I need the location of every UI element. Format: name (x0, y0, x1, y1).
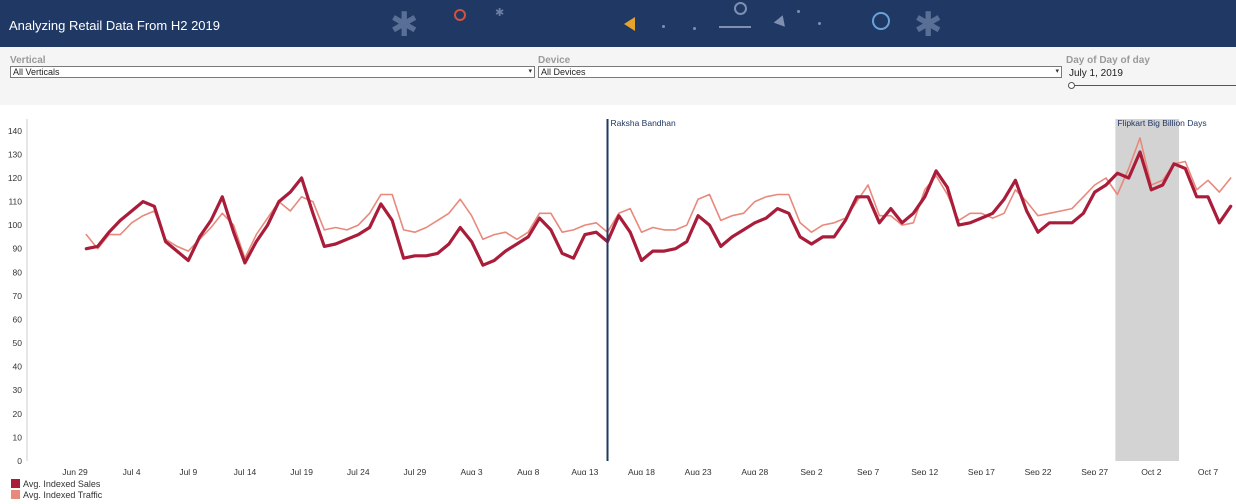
day-slider-track[interactable] (1071, 85, 1236, 86)
x-tick-label: Jul 14 (234, 467, 257, 475)
y-tick-label: 120 (8, 173, 22, 183)
y-tick-label: 10 (13, 432, 23, 442)
y-tick-label: 140 (8, 126, 22, 136)
vertical-dropdown-value: All Verticals (13, 67, 60, 77)
dot-icon (818, 22, 821, 25)
y-tick-label: 0 (17, 456, 22, 466)
vertical-dropdown[interactable]: All Verticals ▾ (10, 66, 535, 78)
legend-label-traffic: Avg. Indexed Traffic (23, 490, 103, 500)
x-tick-label: Sep 17 (968, 467, 995, 475)
device-dropdown[interactable]: All Devices ▾ (538, 66, 1062, 78)
sales-series-line (84, 150, 1233, 267)
x-tick-label: Aug 23 (685, 467, 712, 475)
line-chart: Flipkart Big Billion Days 0 10 20 30 40 50 60 70… (8, 118, 1233, 475)
day-filter-value: July 1, 2019 (1069, 68, 1123, 79)
day-slider-handle[interactable] (1068, 82, 1075, 89)
y-tick-label: 70 (13, 291, 23, 301)
filter-bar: Vertical All Verticals ▾ Device All Devi… (0, 47, 1236, 105)
dot-icon (797, 10, 800, 13)
x-tick-label: Jul 19 (290, 467, 313, 475)
legend-swatch-sales (11, 479, 20, 488)
small-asterisk-icon: ✱ (495, 6, 505, 19)
legend-swatch-traffic (11, 490, 20, 499)
dot-icon (693, 27, 696, 30)
x-tick-label: Jul 9 (179, 467, 197, 475)
x-tick-label: Aug 28 (741, 467, 768, 475)
x-tick-label: Jun 29 (62, 467, 88, 475)
x-tick-label: Oct 2 (1141, 467, 1162, 475)
dashboard-header: Analyzing Retail Data From H2 2019 ✱ ✱ ✱ (0, 0, 1236, 47)
y-tick-label: 60 (13, 314, 23, 324)
x-tick-label: Sep 2 (800, 467, 822, 475)
x-tick-label: Sep 22 (1025, 467, 1052, 475)
y-tick-label: 130 (8, 149, 22, 159)
dashboard-title: Analyzing Retail Data From H2 2019 (9, 18, 220, 33)
x-tick-label: Sep 27 (1081, 467, 1108, 475)
x-tick-label: Aug 3 (460, 467, 482, 475)
ring-icon (454, 9, 466, 21)
y-tick-label: 30 (13, 385, 23, 395)
y-tick-label: 110 (8, 197, 22, 207)
y-tick-label: 40 (13, 362, 23, 372)
x-tick-label: Aug 13 (571, 467, 598, 475)
legend-item-traffic: Avg. Indexed Traffic (11, 490, 102, 500)
dropdown-caret-icon: ▾ (1055, 68, 1059, 75)
asterisk-icon: ✱ (914, 5, 943, 45)
dot-icon (662, 25, 665, 28)
x-tick-label: Aug 18 (628, 467, 655, 475)
x-tick-label: Jul 29 (404, 467, 427, 475)
circle-outline-icon (734, 2, 747, 15)
circle-outline-icon (872, 12, 890, 30)
x-tick-label: Sep 7 (857, 467, 879, 475)
triangle-icon (624, 17, 635, 31)
device-dropdown-value: All Devices (541, 67, 586, 77)
asterisk-icon: ✱ (390, 5, 419, 45)
vertical-filter-label: Vertical (10, 55, 46, 66)
y-tick-label: 90 (13, 244, 23, 254)
x-tick-label: Oct 7 (1198, 467, 1219, 475)
legend-item-sales: Avg. Indexed Sales (11, 479, 100, 489)
event-label-0: Raksha Bandhan (611, 118, 676, 128)
small-triangle-icon (773, 13, 789, 27)
x-tick-label: Jul 4 (123, 467, 141, 475)
dropdown-caret-icon: ▾ (528, 68, 532, 75)
y-tick-label: 80 (13, 267, 23, 277)
x-tick-label: Aug 8 (517, 467, 539, 475)
dash-icon (719, 26, 751, 28)
x-tick-label: Jul 24 (347, 467, 370, 475)
day-filter-label: Day of Day of day (1066, 55, 1150, 66)
x-tick-label: Sep 12 (911, 467, 938, 475)
legend-label-sales: Avg. Indexed Sales (23, 479, 101, 489)
device-filter-label: Device (538, 55, 571, 66)
y-tick-label: 100 (8, 220, 22, 230)
y-tick-label: 20 (13, 409, 23, 419)
event-label-1: Flipkart Big Billion Days (1117, 118, 1206, 128)
y-tick-label: 50 (13, 338, 23, 348)
